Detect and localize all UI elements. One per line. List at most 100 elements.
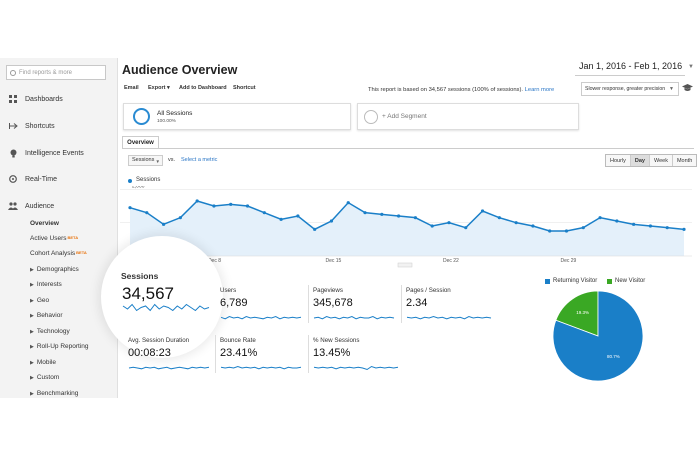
sidebar-item-realtime[interactable]: Real-Time bbox=[8, 174, 57, 184]
granularity-day-button[interactable]: Day bbox=[629, 155, 649, 166]
audience-item-interests[interactable]: ▶ Interests bbox=[30, 281, 62, 288]
tab-overview[interactable]: Overview bbox=[122, 136, 159, 149]
metric-label: Sessions bbox=[121, 271, 159, 281]
sidebar-item-label: Dashboards bbox=[25, 95, 63, 103]
sessions-data-point bbox=[195, 199, 199, 203]
segment-percent: 100.00% bbox=[157, 119, 176, 124]
sessions-data-point bbox=[632, 222, 636, 226]
sessions-data-point bbox=[615, 219, 619, 223]
legend-label: New Visitor bbox=[615, 278, 646, 284]
audience-item-cohort-analysis[interactable]: Cohort AnalysisBETA bbox=[30, 250, 87, 257]
granularity-month-button[interactable]: Month bbox=[671, 155, 697, 166]
audience-item-label: Behavior bbox=[36, 312, 63, 319]
page-title: Audience Overview bbox=[122, 63, 238, 77]
graduation-cap-icon[interactable] bbox=[682, 84, 693, 94]
expand-triangle-icon: ▶ bbox=[30, 329, 34, 335]
sessions-data-point bbox=[548, 229, 552, 233]
expand-triangle-icon: ▶ bbox=[30, 298, 34, 304]
sidebar-item-intelligence-events[interactable]: Intelligence Events bbox=[8, 148, 84, 158]
metric-select[interactable]: Sessions ▼ bbox=[128, 155, 163, 166]
sparkline-path bbox=[406, 315, 492, 320]
chevron-down-icon: ▼ bbox=[155, 159, 160, 164]
sessions-area-fill bbox=[130, 201, 684, 256]
audience-item-rollup-reporting[interactable]: ▶ Roll-Up Reporting bbox=[30, 343, 89, 350]
sessions-data-point bbox=[245, 204, 250, 208]
sidebar: Find reports & more Dashboards Shortcuts… bbox=[0, 58, 118, 398]
sessions-data-point bbox=[397, 214, 401, 218]
sparkline-path bbox=[128, 366, 210, 370]
sparkline-path bbox=[220, 315, 302, 320]
chevron-down-icon: ▼ bbox=[669, 86, 674, 92]
resize-handle bbox=[397, 262, 413, 268]
search-placeholder: Find reports & more bbox=[19, 69, 73, 76]
precision-select[interactable]: Slower response, greater precision ▼ bbox=[581, 82, 679, 96]
add-to-dashboard-button[interactable]: Add to Dashboard bbox=[179, 85, 227, 91]
audience-item-geo[interactable]: ▶ Geo bbox=[30, 297, 49, 304]
sessions-data-point bbox=[480, 209, 485, 213]
audience-item-mobile[interactable]: ▶ Mobile bbox=[30, 359, 56, 366]
audience-item-label: Roll-Up Reporting bbox=[36, 343, 89, 350]
pie-slice-new bbox=[555, 290, 599, 337]
audience-item-label: Benchmarking bbox=[36, 390, 79, 397]
audience-item-technology[interactable]: ▶ Technology bbox=[30, 328, 70, 335]
audience-item-behavior[interactable]: ▶ Behavior bbox=[30, 312, 63, 319]
segment-all-sessions[interactable]: All Sessions 100.00% bbox=[123, 103, 351, 130]
expand-triangle-icon: ▶ bbox=[30, 313, 34, 319]
granularity-toggle: Hourly Day Week Month bbox=[605, 154, 698, 167]
sessions-data-point bbox=[313, 227, 317, 231]
sessions-data-point bbox=[145, 211, 149, 215]
sidebar-item-label: Audience bbox=[25, 202, 55, 210]
sidebar-item-dashboards[interactable]: Dashboards bbox=[8, 94, 63, 104]
precision-value: Slower response, greater precision bbox=[585, 86, 666, 92]
sessions-data-point bbox=[682, 227, 686, 231]
audience-item-overview[interactable]: Overview bbox=[30, 220, 59, 227]
sampling-note: This report is based on 34,567 sessions … bbox=[368, 87, 554, 93]
expand-triangle-icon: ▶ bbox=[30, 267, 34, 273]
sessions-data-point bbox=[329, 219, 334, 223]
metric-value: 345,678 bbox=[313, 297, 353, 309]
metric-value: 23.41% bbox=[220, 347, 258, 359]
sessions-legend-label: Sessions bbox=[136, 177, 161, 183]
sessions-data-point bbox=[564, 229, 569, 233]
audience-item-label: Mobile bbox=[36, 359, 57, 366]
tab-divider bbox=[122, 148, 694, 149]
metric-sparkline bbox=[406, 315, 492, 320]
sessions-data-point bbox=[464, 226, 468, 230]
granularity-hourly-button[interactable]: Hourly bbox=[606, 155, 630, 166]
learn-more-link[interactable]: Learn more bbox=[524, 87, 555, 93]
magnifier-highlight bbox=[101, 236, 223, 358]
metric-value: 13.45% bbox=[313, 347, 351, 359]
metric-sparkline bbox=[220, 315, 302, 320]
date-range-picker[interactable]: Jan 1, 2016 - Feb 1, 2016 bbox=[575, 61, 685, 76]
pie-slice-label: 19.3% bbox=[576, 310, 589, 315]
add-segment-button[interactable]: + Add Segment bbox=[357, 103, 579, 130]
sessions-data-point bbox=[128, 206, 132, 210]
metric-value: 2.34 bbox=[406, 297, 428, 309]
email-button[interactable]: Email bbox=[124, 85, 139, 91]
shortcut-button[interactable]: Shortcut bbox=[233, 85, 256, 91]
sidebar-item-shortcuts[interactable]: Shortcuts bbox=[8, 121, 55, 131]
chevron-down-icon[interactable]: ▼ bbox=[688, 64, 694, 70]
sessions-data-point bbox=[380, 212, 384, 216]
metric-value: 6,789 bbox=[220, 297, 248, 309]
granularity-week-button[interactable]: Week bbox=[649, 155, 672, 166]
metric-label: Avg. Session Duration bbox=[128, 337, 190, 344]
select-metric-link[interactable]: Select a metric bbox=[181, 157, 218, 163]
sessions-data-point bbox=[296, 214, 300, 218]
export-button[interactable]: Export ▾ bbox=[148, 85, 170, 91]
sessions-data-point bbox=[212, 204, 216, 208]
sparkline-path bbox=[220, 365, 302, 370]
legend-label: Returning Visitor bbox=[553, 278, 598, 284]
audience-item-benchmarking[interactable]: ▶ Benchmarking bbox=[30, 390, 78, 397]
audience-item-demographics[interactable]: ▶ Demographics bbox=[30, 266, 79, 273]
audience-item-active-users[interactable]: Active UsersBETA bbox=[30, 235, 78, 242]
sessions-data-point bbox=[447, 221, 451, 225]
search-input[interactable]: Find reports & more bbox=[6, 65, 106, 80]
sessions-data-point bbox=[346, 201, 350, 205]
pie-slice-label: 80.7% bbox=[607, 354, 620, 359]
sidebar-item-audience[interactable]: Audience bbox=[8, 201, 54, 211]
audience-item-custom[interactable]: ▶ Custom bbox=[30, 374, 59, 381]
beta-badge: BETA bbox=[76, 250, 87, 255]
